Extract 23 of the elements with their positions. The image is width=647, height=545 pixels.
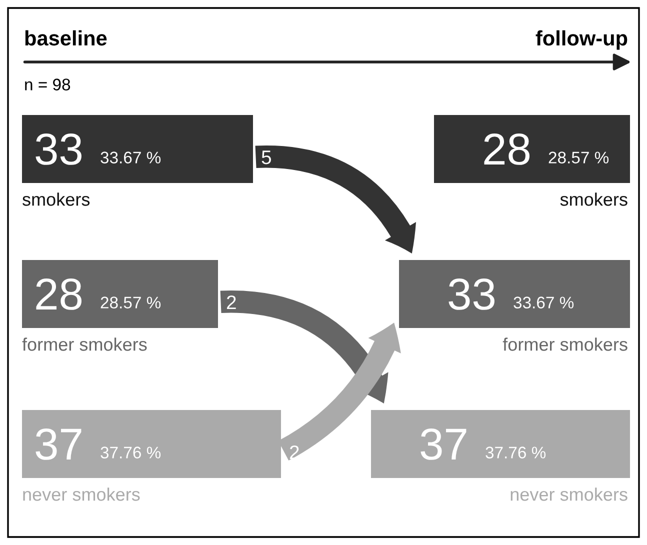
series-label: never smokers — [23, 488, 140, 501]
text: former smokers — [502, 338, 628, 351]
text: n = 98 — [25, 78, 70, 90]
data-label: 33 — [36, 133, 82, 165]
text: 33.67 % — [100, 152, 161, 164]
category-label: baseline — [25, 30, 107, 46]
series-label: smokers — [22, 192, 90, 206]
text: 37.76 % — [486, 446, 546, 458]
data-label: 37 — [420, 428, 466, 460]
category-label: follow-up — [536, 30, 628, 50]
text: never smokers — [510, 488, 628, 501]
series-label: former smokers — [22, 338, 147, 351]
text: 5 — [262, 150, 271, 164]
text: 28.57 % — [100, 296, 161, 308]
text: 2 — [226, 295, 236, 310]
text: smokers — [560, 192, 628, 206]
text: 28.57 % — [548, 152, 609, 164]
text: 37.76 % — [100, 446, 161, 458]
text: 33.67 % — [514, 296, 574, 308]
data-label: 33 — [448, 278, 494, 310]
data-label: 37 — [36, 428, 82, 460]
data-label: 28 — [484, 133, 530, 165]
data-label: 28 — [36, 278, 82, 310]
